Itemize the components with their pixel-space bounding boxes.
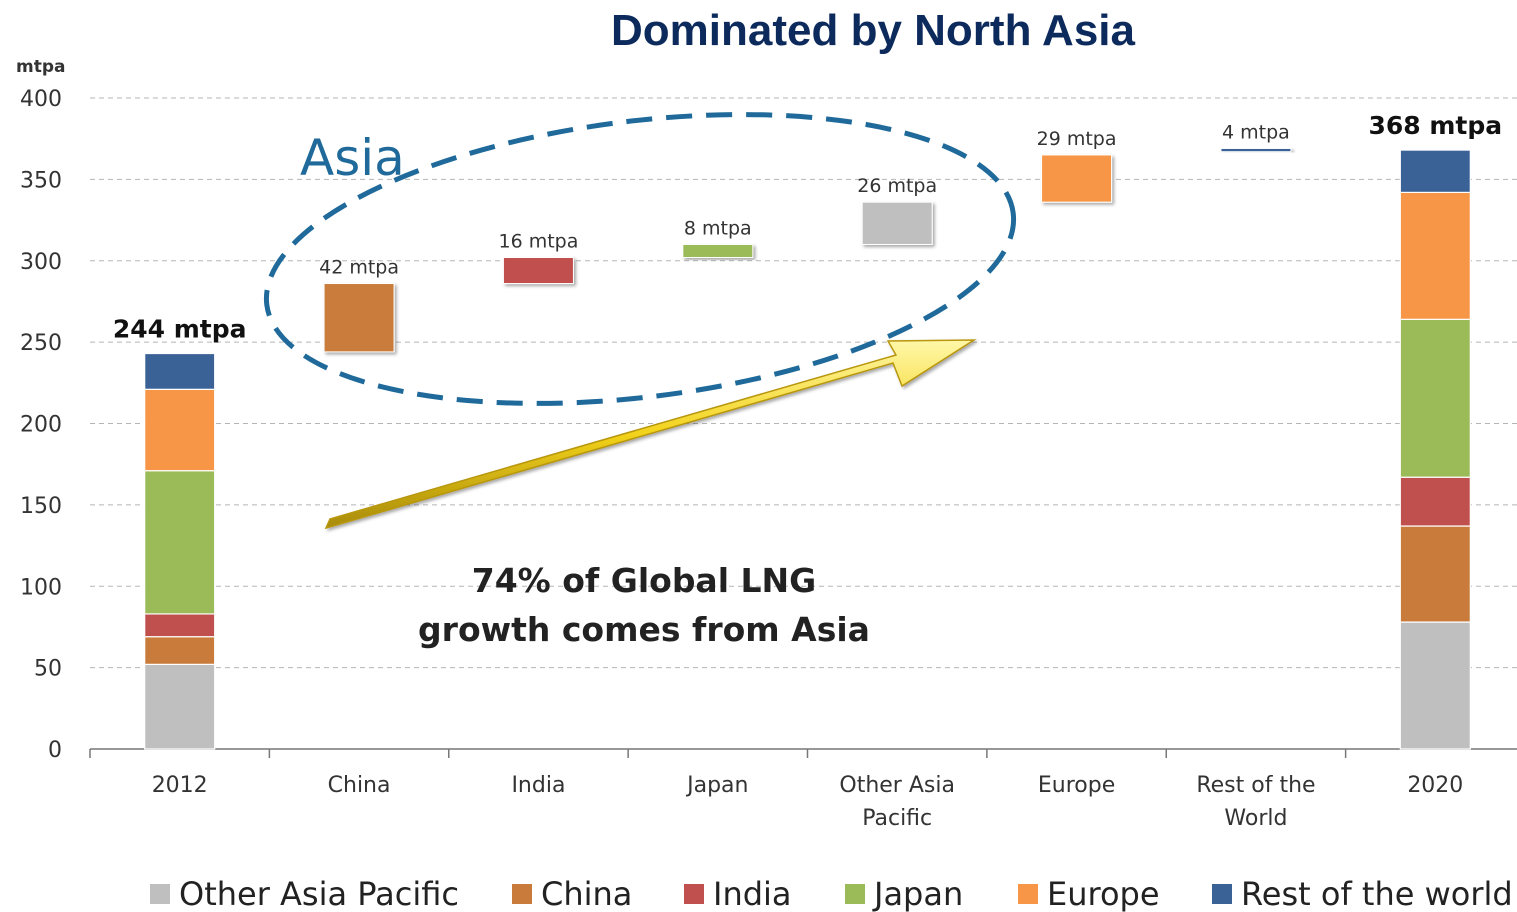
stacked-bar-segment (144, 470, 216, 615)
x-tick-label: Europe (1038, 773, 1115, 798)
waterfall-bar (323, 283, 395, 353)
asia-highlight-ellipse (263, 112, 1017, 406)
x-tick-label: Other Asia (839, 773, 955, 798)
x-tick-label: China (328, 773, 391, 798)
waterfall-bar (1220, 147, 1292, 153)
stacked-bar-segment (144, 663, 216, 750)
y-unit-label: mtpa (16, 57, 65, 77)
y-tick-label: 250 (20, 331, 62, 356)
x-tick-label: Rest of the (1196, 773, 1315, 798)
axes (89, 748, 1517, 758)
callout-line-1: 74% of Global LNG (472, 561, 817, 600)
data-label: 8 mtpa (684, 217, 752, 239)
stacked-bar-segment (1399, 621, 1471, 750)
y-tick-label: 350 (20, 168, 62, 193)
data-labels: 244 mtpa 368 mtpa 42 mtpa 16 mtpa 8 mtpa 26 m… (113, 111, 1502, 343)
gridlines: 0 50 100 150 200 250 300 350 400 (20, 87, 1517, 763)
legend-label: Japan (872, 875, 963, 912)
y-tick-label: 200 (20, 413, 62, 438)
x-tick-label: Japan (685, 773, 748, 798)
stacked-bar-segment (144, 388, 216, 472)
legend-swatch (845, 884, 865, 904)
stacked-bar-segment (1399, 318, 1471, 478)
waterfall-bar (1041, 154, 1113, 203)
x-tick-label: India (511, 773, 565, 798)
y-tick-label: 0 (48, 738, 62, 763)
y-tick-label: 300 (20, 250, 62, 275)
y-tick-label: 100 (20, 575, 62, 600)
y-tick-label: 400 (20, 87, 62, 112)
stacked-bar-segment (1399, 149, 1471, 193)
asia-label: Asia (300, 129, 405, 187)
y-tick-label: 150 (20, 494, 62, 519)
data-label: 4 mtpa (1222, 121, 1290, 143)
chart-title: Dominated by North Asia (611, 6, 1136, 55)
waterfall-bar (861, 201, 933, 245)
stacked-bar-segment (1399, 191, 1471, 320)
x-tick-label: World (1224, 806, 1287, 831)
x-axis-labels: 2012 China India Japan Other Asia Pacific Euro… (152, 773, 1464, 831)
legend-swatch (150, 884, 170, 904)
legend: Other Asia Pacific China India Japan Europe R… (150, 875, 1513, 912)
data-label: 26 mtpa (857, 175, 937, 197)
stacked-bar-segment (144, 636, 216, 665)
waterfall-bar (682, 243, 754, 258)
stacked-bar-segment (144, 352, 216, 390)
legend-swatch (1018, 884, 1038, 904)
legend-label: Other Asia Pacific (179, 875, 459, 912)
x-tick-label: Pacific (862, 806, 932, 831)
total-label: 368 mtpa (1368, 111, 1502, 140)
x-tick-label: 2020 (1407, 773, 1463, 798)
data-label: 42 mtpa (319, 257, 399, 279)
legend-label: Rest of the world (1241, 875, 1513, 912)
legend-swatch (684, 884, 704, 904)
legend-label: India (713, 875, 792, 912)
total-label: 244 mtpa (113, 315, 247, 344)
y-tick-label: 50 (34, 657, 62, 682)
x-tick-label: 2012 (152, 773, 208, 798)
stacked-bar-segment (144, 613, 216, 638)
stacked-bar-segment (1399, 476, 1471, 527)
callout-line-2: growth comes from Asia (418, 610, 870, 649)
legend-label: China (541, 875, 632, 912)
growth-arrow-icon (324, 339, 977, 530)
stacked-bar-segment (1399, 525, 1471, 623)
legend-label: Europe (1047, 875, 1160, 912)
data-label: 16 mtpa (498, 230, 578, 252)
data-label: 29 mtpa (1037, 128, 1117, 150)
legend-swatch (512, 884, 532, 904)
bars (144, 147, 1471, 750)
waterfall-bar (502, 256, 574, 285)
legend-swatch (1212, 884, 1232, 904)
